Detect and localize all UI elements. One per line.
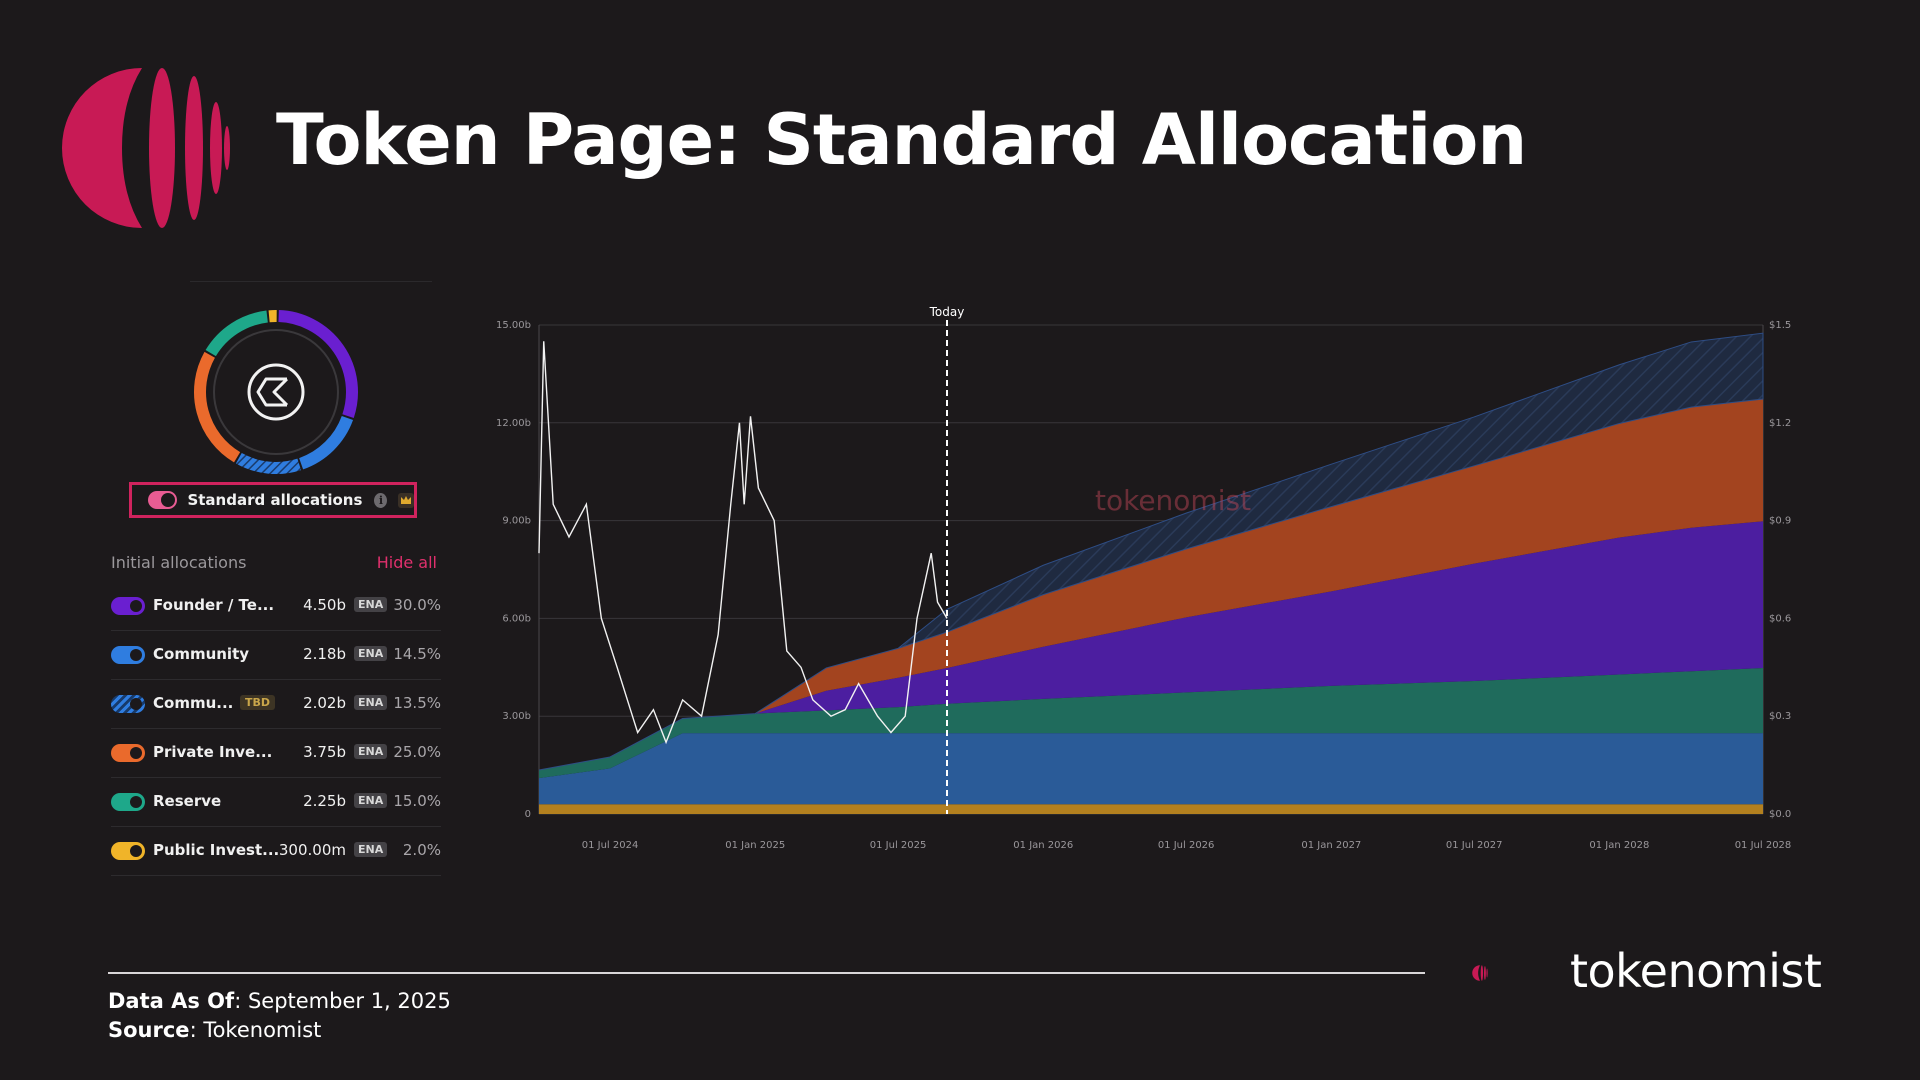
footer: Data As Of: September 1, 2025 Source: To… xyxy=(108,987,451,1045)
today-label: Today xyxy=(929,305,965,319)
allocation-percent: 13.5% xyxy=(393,694,441,712)
list-item: Founder / Te... 4.50b ENA 30.0% xyxy=(111,582,441,631)
y-tick-label: 15.00b xyxy=(496,320,531,331)
list-item: Community 2.18b ENA 14.5% xyxy=(111,631,441,680)
allocations-label: Initial allocations xyxy=(111,553,247,572)
donut-segment xyxy=(194,351,241,463)
y-tick-label: 9.00b xyxy=(502,516,531,527)
allocation-toggle[interactable] xyxy=(111,793,145,811)
donut-segment xyxy=(205,310,269,357)
y2-tick-label: $0.0 xyxy=(1769,809,1791,820)
tbd-badge: TBD xyxy=(240,695,276,710)
y2-tick-label: $0.6 xyxy=(1769,613,1791,624)
y2-tick-label: $1.5 xyxy=(1769,320,1791,331)
crown-icon xyxy=(398,492,414,508)
x-tick-label: 01 Jul 2026 xyxy=(1158,840,1215,851)
allocation-amount: 4.50b xyxy=(303,596,346,614)
list-item: Reserve 2.25b ENA 15.0% xyxy=(111,778,441,827)
toggle-label: Standard allocations xyxy=(187,491,363,509)
standard-allocations-toggle[interactable]: Standard allocations i xyxy=(129,482,417,518)
allocation-percent: 14.5% xyxy=(393,645,441,663)
allocation-percent: 30.0% xyxy=(393,596,441,614)
allocation-list: Founder / Te... 4.50b ENA 30.0% Communit… xyxy=(111,582,441,876)
allocations-header: Initial allocations Hide all xyxy=(111,553,437,573)
allocation-percent: 15.0% xyxy=(393,792,441,810)
x-tick-label: 01 Jul 2028 xyxy=(1735,840,1792,851)
allocation-toggle[interactable] xyxy=(111,695,145,713)
area-series xyxy=(539,399,1763,770)
list-item: Private Inve... 3.75b ENA 25.0% xyxy=(111,729,441,778)
allocation-amount: 300.00m xyxy=(278,841,346,859)
y-tick-label: 3.00b xyxy=(502,711,531,722)
x-tick-label: 01 Jul 2027 xyxy=(1446,840,1503,851)
x-tick-label: 01 Jan 2028 xyxy=(1589,840,1649,851)
y2-tick-label: $0.9 xyxy=(1769,516,1791,527)
info-icon[interactable]: i xyxy=(374,492,388,508)
area-series xyxy=(539,804,1763,814)
source-label: Source xyxy=(108,1018,190,1042)
allocation-percent: 2.0% xyxy=(402,841,441,859)
y2-tick-label: $0.3 xyxy=(1769,711,1791,722)
x-tick-label: 01 Jan 2025 xyxy=(725,840,785,851)
list-item: Public Invest... 300.00m ENA 2.0% xyxy=(111,827,441,876)
data-as-of-value: : September 1, 2025 xyxy=(234,989,451,1013)
token-unit-badge: ENA xyxy=(354,695,388,710)
donut-segment xyxy=(298,415,354,470)
token-unit-badge: ENA xyxy=(354,646,388,661)
unlock-chart: 0 $0.0 3.00b $0.3 6.00b $0.6 9.00b $0.9 12.00b $1… xyxy=(496,305,1792,851)
chart-watermark: tokenomist xyxy=(1095,484,1251,517)
area-series xyxy=(538,332,1764,771)
allocation-name: Community xyxy=(153,645,250,663)
allocation-amount: 3.75b xyxy=(303,743,346,761)
hide-all-link[interactable]: Hide all xyxy=(376,553,437,572)
allocation-name: Commu... xyxy=(153,694,234,712)
page-title: Token Page: Standard Allocation xyxy=(276,99,1527,181)
allocation-toggle[interactable] xyxy=(111,646,145,664)
donut-segment xyxy=(235,452,302,474)
allocation-name: Private Inve... xyxy=(153,743,273,761)
footer-divider xyxy=(108,972,1425,974)
allocation-name: Reserve xyxy=(153,792,222,810)
allocation-toggle[interactable] xyxy=(111,744,145,762)
x-tick-label: 01 Jul 2025 xyxy=(870,840,927,851)
toggle-switch[interactable] xyxy=(148,491,178,509)
y-tick-label: 0 xyxy=(525,809,531,820)
allocation-percent: 25.0% xyxy=(393,743,441,761)
price-line xyxy=(538,341,948,745)
panel-divider xyxy=(190,281,432,282)
donut-segments xyxy=(194,310,358,474)
allocation-name: Founder / Te... xyxy=(153,596,275,614)
allocation-donut xyxy=(194,310,358,474)
data-as-of-label: Data As Of xyxy=(108,989,235,1013)
allocation-toggle[interactable] xyxy=(111,597,145,615)
token-unit-badge: ENA xyxy=(354,597,388,612)
token-unit-badge: ENA xyxy=(354,793,388,808)
x-tick-label: 01 Jan 2026 xyxy=(1013,840,1073,851)
x-tick-label: 01 Jan 2027 xyxy=(1301,840,1361,851)
ethena-icon xyxy=(247,363,305,421)
area-series xyxy=(539,521,1763,770)
x-tick-label: 01 Jul 2024 xyxy=(582,840,639,851)
area-series xyxy=(539,733,1763,805)
y2-tick-label: $1.2 xyxy=(1769,418,1791,429)
logo-icon xyxy=(62,68,230,228)
token-unit-badge: ENA xyxy=(354,744,388,759)
donut-segment xyxy=(278,310,358,419)
source-value: : Tokenomist xyxy=(189,1018,322,1042)
allocation-amount: 2.18b xyxy=(303,645,346,663)
area-series xyxy=(539,667,1763,779)
y-tick-label: 12.00b xyxy=(496,418,531,429)
allocation-amount: 2.25b xyxy=(303,792,346,810)
brand-logo-icon xyxy=(1472,965,1488,981)
brand-name: tokenomist xyxy=(1570,944,1822,998)
y-tick-label: 6.00b xyxy=(502,613,531,624)
token-unit-badge: ENA xyxy=(354,842,388,857)
list-item: Commu... TBD 2.02b ENA 13.5% xyxy=(111,680,441,729)
allocation-name: Public Invest... xyxy=(153,841,280,859)
allocation-amount: 2.02b xyxy=(303,694,346,712)
allocation-toggle[interactable] xyxy=(111,842,145,860)
